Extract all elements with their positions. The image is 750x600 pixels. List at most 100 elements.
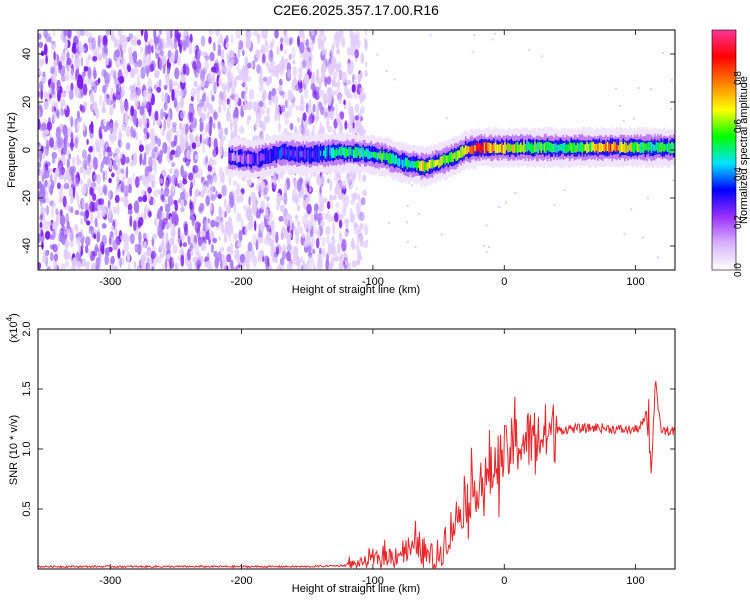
- spectrogram-noise-cell: [96, 231, 101, 243]
- spectrogram-signal-cell: [665, 144, 667, 151]
- spectrogram-noise-cell: [136, 39, 142, 46]
- spectrogram-noise-cell: [291, 47, 296, 60]
- snr-x-tick-label: 100: [626, 575, 644, 587]
- spectrogram-noise-cell: [121, 123, 127, 132]
- spectrogram-signal-cell: [471, 145, 474, 154]
- spectrogram-noise-cell: [41, 84, 44, 91]
- spectrogram-speck: [541, 55, 544, 58]
- spectrogram-noise-cell: [110, 225, 114, 231]
- spectrogram-signal-cell: [624, 141, 626, 153]
- spectrogram-noise-cell: [157, 137, 162, 147]
- spectrogram-noise-cell: [174, 150, 179, 158]
- spectrogram-noise-cell: [344, 120, 348, 130]
- spectrogram-noise-cell: [122, 176, 126, 183]
- spectrogram-noise-cell: [132, 113, 137, 124]
- spectrogram-noise-cell: [45, 33, 51, 43]
- spectrogram-noise-cell: [288, 53, 292, 61]
- spectrogram-noise-cell: [130, 161, 135, 167]
- spectrogram-noise-cell: [192, 256, 198, 263]
- spectrogram-noise-cell: [102, 35, 108, 47]
- spectrogram-noise-cell: [316, 101, 320, 114]
- spectrogram-noise-cell: [295, 79, 298, 85]
- spectrogram-signal-cell: [479, 143, 481, 153]
- spectrogram-signal-cell: [393, 155, 396, 165]
- spectrogram-noise-cell: [279, 204, 286, 212]
- spectrogram-signal-cell: [370, 151, 373, 158]
- spectrogram-noise-cell: [135, 131, 138, 141]
- spectrogram-noise-cell: [102, 100, 106, 113]
- spectrogram-noise-cell: [111, 172, 115, 178]
- spectrogram-noise-cell: [51, 44, 56, 51]
- spectrogram-signal-cell: [289, 150, 292, 157]
- spectrogram-signal-cell: [636, 142, 639, 153]
- spectrogram-noise-cell: [182, 242, 188, 248]
- spectrogram-signal-cell: [278, 149, 281, 159]
- spectrogram-noise-cell: [215, 146, 219, 156]
- spectrogram-noise-cell: [193, 195, 197, 206]
- spectrogram-noise-cell: [312, 227, 317, 235]
- spectrogram-signal-cell: [532, 144, 535, 153]
- spectrogram-noise-cell: [276, 192, 282, 205]
- spectrogram-noise-cell: [149, 141, 155, 151]
- spectrogram-y-tick-label: -40: [21, 238, 33, 254]
- spectrogram-noise-cell: [164, 103, 168, 112]
- spectrogram-signal-cell: [313, 149, 316, 160]
- spectrogram-noise-cell: [201, 50, 204, 57]
- spectrogram-noise-cell: [77, 74, 83, 88]
- spectrogram-noise-cell: [159, 30, 162, 35]
- spectrogram-noise-cell: [124, 100, 129, 113]
- spectrogram-noise-cell: [58, 163, 62, 177]
- spectrogram-noise-cell: [361, 92, 367, 101]
- spectrogram-noise-cell: [238, 229, 243, 242]
- spectrogram-signal-cell: [409, 161, 412, 168]
- spectrogram-noise-cell: [117, 248, 121, 259]
- spectrogram-noise-cell: [206, 111, 210, 120]
- spectrogram-noise-cell: [131, 72, 135, 79]
- spectrogram-signal-cell: [420, 160, 423, 171]
- spectrogram-noise-cell: [42, 197, 45, 204]
- spectrogram-signal-cell: [282, 147, 284, 156]
- spectrogram-noise-cell: [141, 260, 147, 270]
- spectrogram-noise-cell: [327, 126, 333, 133]
- spectrogram-signal-cell: [542, 143, 545, 151]
- spectrogram-noise-cell: [262, 76, 267, 82]
- spectrogram-noise-cell: [96, 173, 101, 185]
- spectrogram-noise-cell: [76, 236, 82, 242]
- spectrogram-noise-cell: [239, 253, 245, 264]
- spectrogram-noise-cell: [116, 176, 120, 185]
- spectrogram-signal-cell: [650, 142, 653, 153]
- spectrogram-noise-cell: [128, 183, 132, 194]
- spectrogram-noise-cell: [200, 35, 206, 47]
- spectrogram-noise-cell: [364, 30, 368, 37]
- spectrogram-noise-cell: [279, 195, 285, 201]
- spectrogram-signal-cell: [368, 151, 371, 160]
- spectrogram-speck: [345, 224, 348, 227]
- spectrogram-noise-cell: [88, 42, 93, 51]
- spectrogram-noise-cell: [70, 82, 74, 92]
- spectrogram-noise-cell: [359, 222, 364, 230]
- spectrogram-noise-cell: [145, 203, 150, 212]
- spectrogram-noise-cell: [322, 197, 328, 204]
- spectrogram-signal-cell: [285, 148, 288, 156]
- spectrogram-noise-cell: [312, 103, 316, 113]
- spectrogram-x-axis-label: Height of straight line (km): [292, 284, 420, 296]
- spectrogram-noise-cell: [323, 36, 327, 42]
- spectrogram-signal-cell: [602, 144, 604, 151]
- spectrogram-signal-cell: [475, 142, 478, 153]
- spectrogram-noise-cell: [343, 253, 349, 263]
- spectrogram-noise-cell: [38, 52, 41, 59]
- spectrogram-noise-cell: [165, 258, 168, 270]
- spectrogram-signal-cell: [614, 142, 617, 152]
- spectrogram-noise-cell: [204, 183, 210, 194]
- spectrogram-x-ticks: -300 -200 -100 0 100: [99, 30, 645, 288]
- spectrogram-noise-cell: [211, 73, 215, 84]
- spectrogram-signal-cell: [330, 147, 333, 159]
- snr-panel: -300 -200 -100 0 100 0.5 1.0 1.5 2.0 Height of …: [5, 313, 676, 595]
- spectrogram-noise-cell: [242, 204, 248, 211]
- spectrogram-noise-cell: [331, 56, 335, 64]
- spectrogram-noise-cell: [120, 234, 126, 241]
- spectrogram-signal-cell: [288, 149, 291, 159]
- spectrogram-noise-cell: [357, 113, 361, 123]
- spectrogram-noise-cell: [91, 37, 96, 50]
